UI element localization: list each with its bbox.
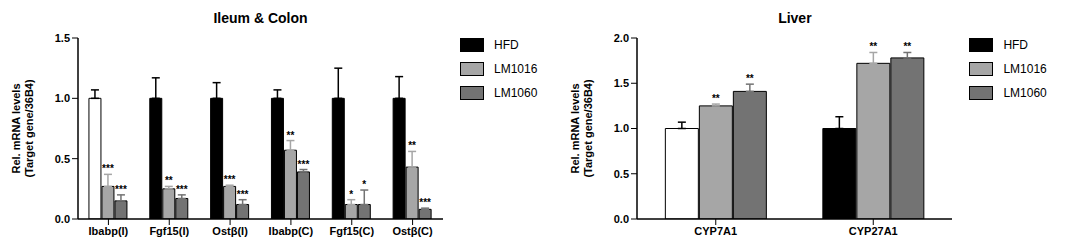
html-text:LM1016: LM1016	[1003, 62, 1047, 76]
svg-text:*: *	[362, 179, 366, 190]
svg-text:1.5: 1.5	[614, 77, 629, 89]
html-text:LM1060: LM1060	[1003, 86, 1047, 100]
svg-text:2.0: 2.0	[614, 32, 629, 44]
svg-text:Fgf15(C): Fgf15(C)	[329, 225, 374, 237]
svg-text:Rel. mRNA levels(Target gene/3: Rel. mRNA levels(Target gene/36B4)	[569, 79, 594, 178]
svg-text:*: *	[349, 189, 353, 200]
svg-text:0.0: 0.0	[614, 213, 629, 225]
html-text:LM1060: LM1060	[494, 86, 538, 100]
svg-text:Ibabp(C): Ibabp(C)	[269, 225, 314, 237]
html-text:LM1016: LM1016	[494, 62, 538, 76]
svg-text:Ostβ(I): Ostβ(I)	[212, 225, 248, 237]
svg-text:1.5: 1.5	[55, 32, 70, 44]
svg-text:Ostβ(C): Ostβ(C)	[392, 225, 433, 237]
svg-text:**: **	[408, 140, 416, 151]
svg-text:***: ***	[115, 184, 127, 195]
svg-text:**: **	[870, 41, 878, 52]
svg-text:**: **	[165, 175, 173, 186]
html-text:HFD: HFD	[494, 38, 519, 52]
svg-text:Rel. mRNA levels(Target gene/3: Rel. mRNA levels(Target gene/36B4)	[10, 79, 35, 178]
svg-text:0.5: 0.5	[614, 168, 629, 180]
svg-text:**: **	[904, 41, 912, 52]
svg-text:0.0: 0.0	[55, 213, 70, 225]
svg-text:***: ***	[298, 159, 310, 170]
svg-text:0.5: 0.5	[55, 153, 70, 165]
svg-text:***: ***	[224, 174, 236, 185]
svg-text:***: ***	[237, 189, 249, 200]
svg-text:1.0: 1.0	[614, 122, 629, 134]
svg-text:**: **	[712, 93, 720, 104]
svg-text:Ibabp(I): Ibabp(I)	[89, 225, 129, 237]
html-text:Liver: Liver	[778, 10, 812, 26]
svg-text:CYP27A1: CYP27A1	[849, 225, 898, 237]
html-text:Ileum & Colon: Ileum & Colon	[213, 10, 308, 26]
svg-text:Fgf15(I): Fgf15(I)	[149, 225, 189, 237]
svg-text:**: **	[746, 73, 754, 84]
svg-text:***: ***	[102, 163, 114, 174]
svg-text:CYP7A1: CYP7A1	[695, 225, 738, 237]
svg-text:**: **	[287, 130, 295, 141]
html-text:HFD: HFD	[1003, 38, 1028, 52]
svg-text:***: ***	[176, 184, 188, 195]
svg-text:1.0: 1.0	[55, 92, 70, 104]
svg-text:***: ***	[419, 197, 431, 208]
